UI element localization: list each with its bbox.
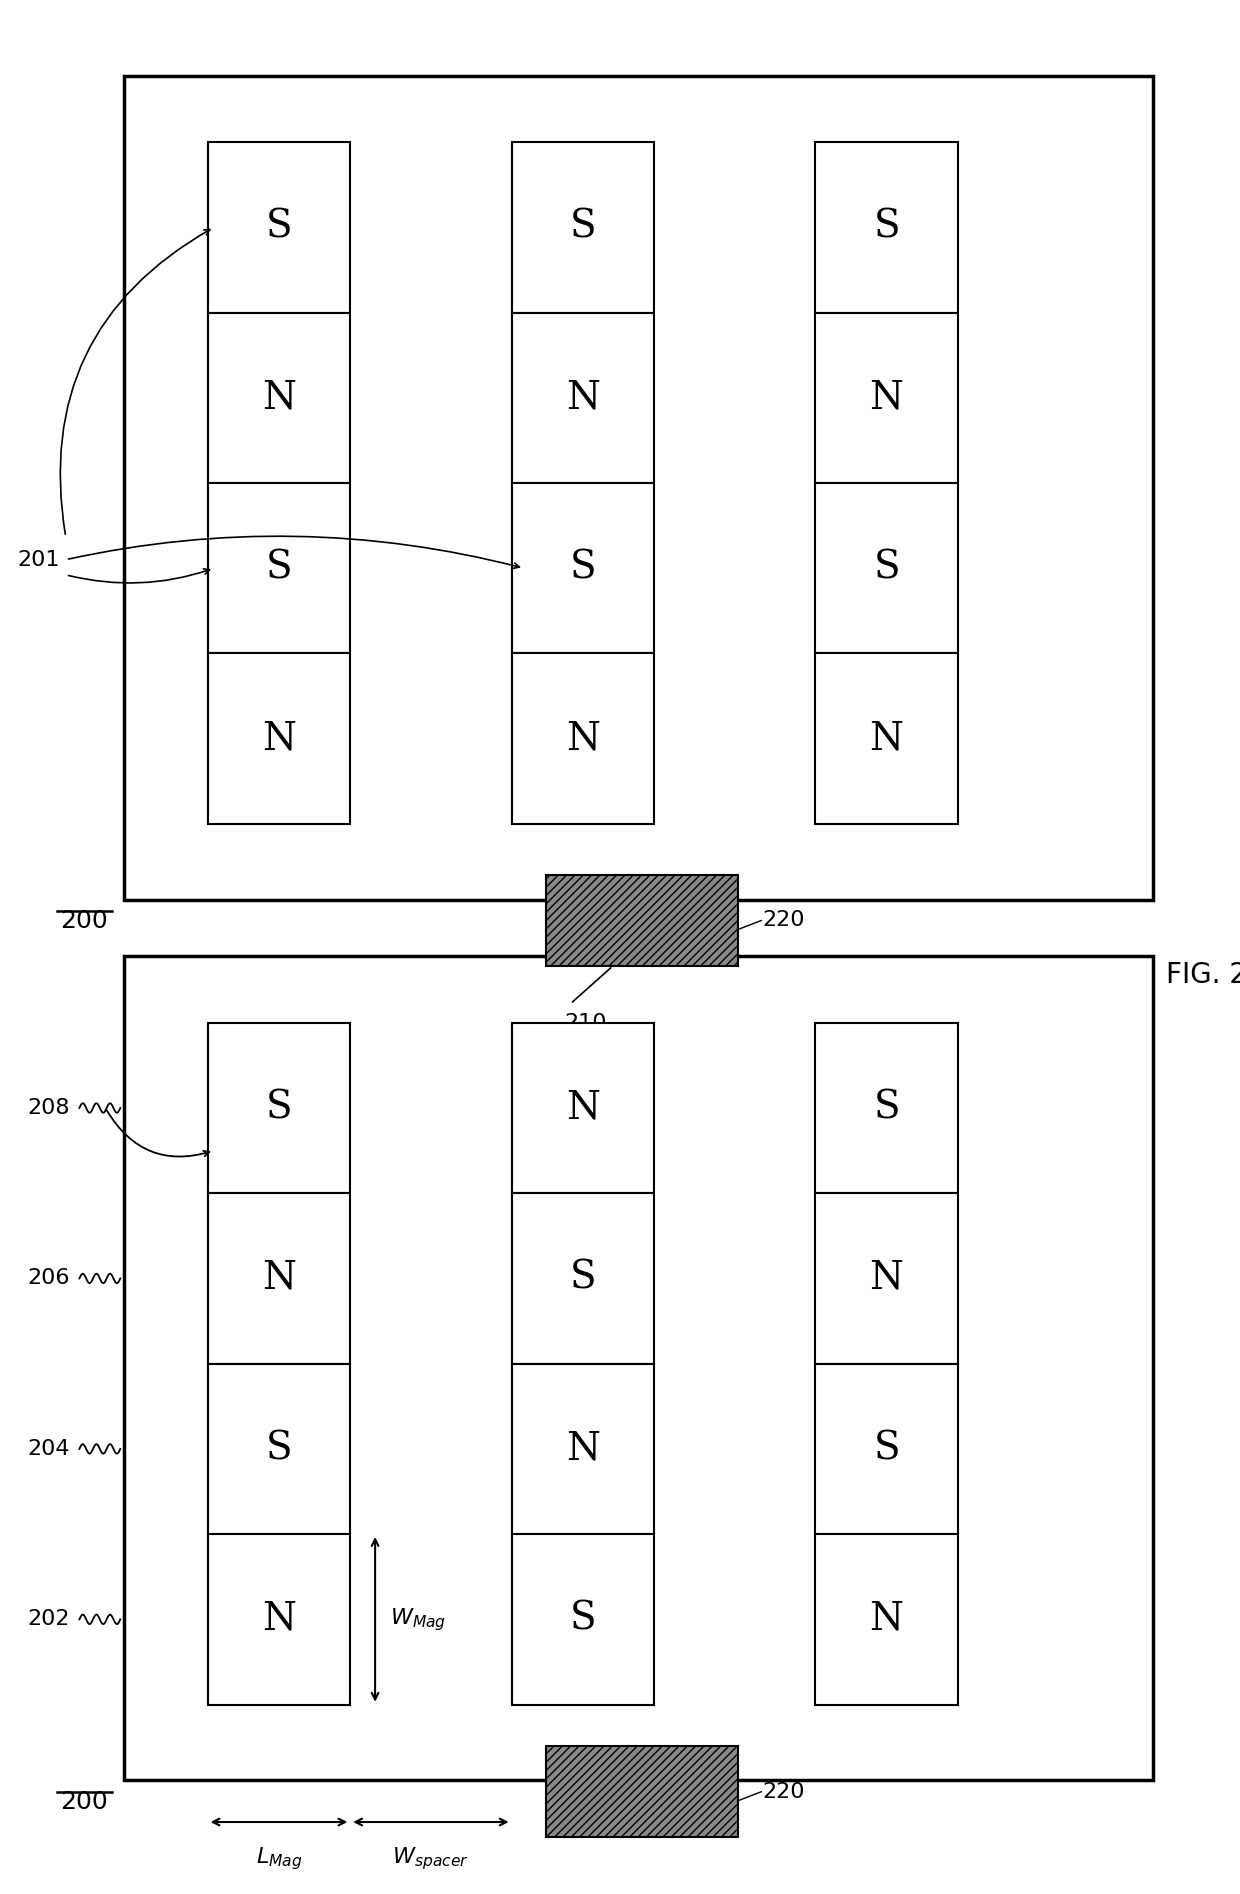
Bar xyxy=(208,142,351,313)
Bar xyxy=(208,1193,351,1364)
Bar xyxy=(511,313,655,483)
Text: 201: 201 xyxy=(17,549,60,570)
Bar xyxy=(546,875,738,966)
Text: S: S xyxy=(569,549,596,587)
Bar xyxy=(816,142,957,313)
Text: 202: 202 xyxy=(27,1610,69,1629)
Text: FIG. 2: FIG. 2 xyxy=(1166,962,1240,989)
Text: $W_{Mag}$: $W_{Mag}$ xyxy=(391,1606,446,1633)
Bar xyxy=(511,142,655,313)
Bar xyxy=(208,1364,351,1534)
Bar xyxy=(816,1193,957,1364)
Text: N: N xyxy=(869,1260,904,1297)
Bar xyxy=(816,483,957,653)
Text: 200: 200 xyxy=(61,1790,108,1814)
Text: 220: 220 xyxy=(763,911,805,930)
Text: S: S xyxy=(569,208,596,246)
Text: $W_{spacer}$: $W_{spacer}$ xyxy=(393,1845,469,1871)
Text: N: N xyxy=(869,1600,904,1638)
Bar xyxy=(511,1193,655,1364)
Text: S: S xyxy=(265,208,293,246)
Bar xyxy=(124,956,1153,1780)
Text: N: N xyxy=(565,379,600,417)
Text: 206: 206 xyxy=(27,1269,69,1288)
Text: S: S xyxy=(873,208,900,246)
Bar xyxy=(124,76,1153,900)
Bar xyxy=(816,1364,957,1534)
Bar xyxy=(208,483,351,653)
Bar xyxy=(511,1023,655,1193)
Text: N: N xyxy=(869,379,904,417)
Text: 220: 220 xyxy=(763,1782,805,1801)
Bar xyxy=(511,483,655,653)
Bar xyxy=(511,653,655,824)
Bar xyxy=(816,1534,957,1705)
Text: $L_{Mag}$: $L_{Mag}$ xyxy=(255,1845,303,1871)
Bar xyxy=(208,1023,351,1193)
Text: S: S xyxy=(873,549,900,587)
Text: 200: 200 xyxy=(61,909,108,934)
Bar xyxy=(208,1534,351,1705)
Bar xyxy=(511,1364,655,1534)
Text: S: S xyxy=(265,1430,293,1468)
Bar xyxy=(816,313,957,483)
Bar xyxy=(546,1746,738,1837)
Text: N: N xyxy=(262,379,296,417)
Text: N: N xyxy=(262,1260,296,1297)
Bar xyxy=(816,1023,957,1193)
Bar xyxy=(208,653,351,824)
Text: S: S xyxy=(265,549,293,587)
Text: S: S xyxy=(265,1089,293,1127)
Text: S: S xyxy=(873,1089,900,1127)
Text: 204: 204 xyxy=(27,1439,69,1458)
Text: N: N xyxy=(262,720,296,758)
Text: N: N xyxy=(565,1430,600,1468)
Text: N: N xyxy=(565,1089,600,1127)
Text: N: N xyxy=(262,1600,296,1638)
Text: S: S xyxy=(569,1260,596,1297)
Text: S: S xyxy=(569,1600,596,1638)
Bar xyxy=(511,1534,655,1705)
Bar xyxy=(816,653,957,824)
Text: 208: 208 xyxy=(27,1099,69,1117)
Text: 210: 210 xyxy=(564,1013,606,1034)
Text: N: N xyxy=(565,720,600,758)
Text: N: N xyxy=(869,720,904,758)
Text: S: S xyxy=(873,1430,900,1468)
Bar xyxy=(208,313,351,483)
